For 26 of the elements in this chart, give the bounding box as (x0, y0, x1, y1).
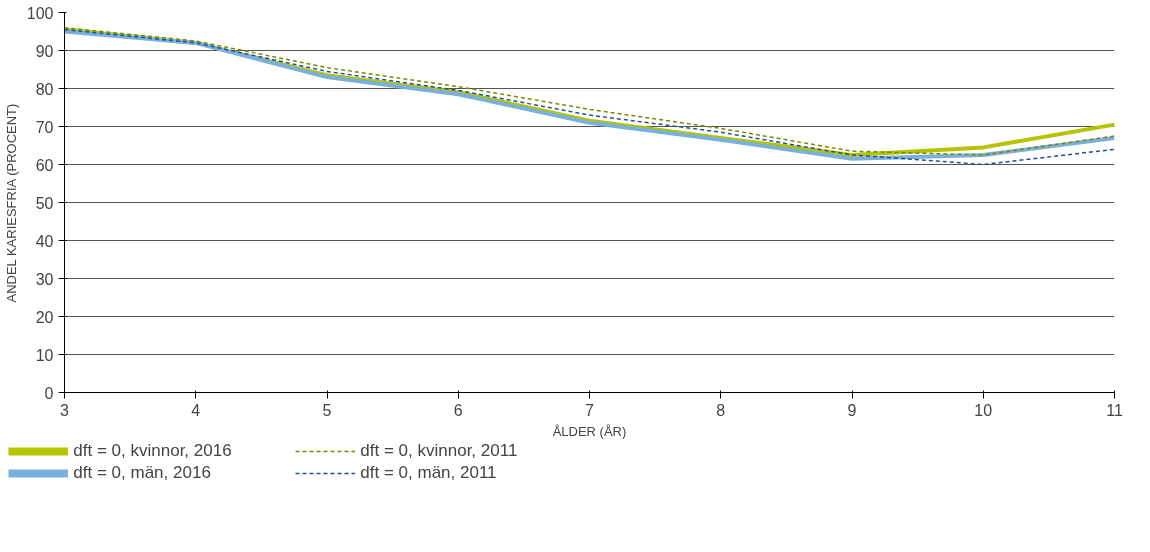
y-axis-title: ANDEL KARIESFRIA (PROCENT) (3, 103, 19, 303)
legend-label: dft = 0, män, 2016 (73, 463, 212, 483)
y-tick-label: 80 (35, 80, 54, 98)
y-tick-label: 70 (35, 118, 54, 136)
x-axis-title: ÅLDER (ÅR) (552, 423, 627, 439)
y-tick-label: 20 (35, 308, 54, 326)
legend-label: dft = 0, kvinnor, 2016 (73, 441, 233, 461)
legend-label: dft = 0, män, 2011 (360, 463, 498, 483)
y-tick-label: 30 (35, 270, 54, 288)
legend-label: dft = 0, kvinnor, 2011 (360, 441, 519, 461)
x-tick-label: 9 (847, 401, 857, 419)
x-tick-label: 4 (191, 401, 201, 419)
y-tick-label: 10 (35, 346, 54, 364)
y-tick-label: 0 (44, 384, 54, 402)
y-tick-label: 90 (35, 42, 54, 60)
y-tick-label: 60 (35, 156, 54, 174)
x-tick-label: 3 (60, 401, 70, 419)
x-tick-label: 11 (1106, 401, 1123, 419)
x-tick-label: 5 (322, 401, 332, 419)
x-tick-label: 7 (585, 401, 595, 419)
x-tick-label: 10 (974, 401, 993, 419)
y-tick-label: 100 (26, 4, 54, 22)
x-tick-label: 6 (453, 401, 463, 419)
y-tick-label: 40 (35, 232, 54, 250)
x-tick-label: 8 (716, 401, 726, 419)
y-tick-label: 50 (35, 194, 54, 212)
